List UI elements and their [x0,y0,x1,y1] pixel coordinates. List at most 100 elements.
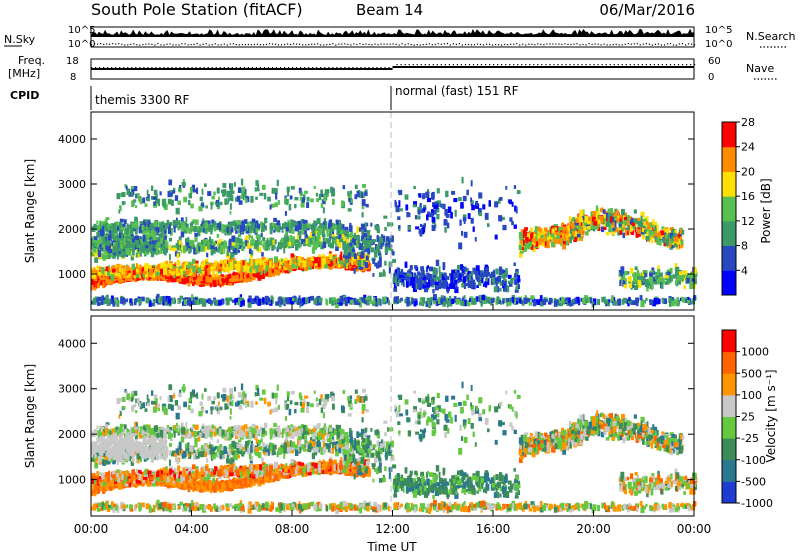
data-cell [337,298,340,303]
data-cell [306,196,310,202]
data-cell [349,222,352,229]
data-cell [187,274,192,280]
data-cell [119,267,121,272]
nave-dot [191,67,193,69]
nsearch-dot [359,43,361,45]
data-cell [232,277,236,282]
data-cell [443,299,447,304]
nave-dot [292,67,294,69]
data-cell [130,192,134,197]
data-cell [340,251,343,255]
data-cell [230,226,234,233]
data-cell [291,236,296,243]
nsearch-dot [537,43,539,45]
nave-dot [505,64,507,66]
data-cell [162,237,166,242]
nsearch-dot [320,44,322,46]
data-cell [158,233,161,240]
data-cell [146,189,149,196]
data-cell [276,220,280,226]
data-cell [301,197,305,203]
data-cell [325,299,329,306]
data-cell [247,266,251,274]
station-title: South Pole Station (fitACF) [91,0,303,19]
data-cell [92,235,96,243]
nsearch-dot [419,44,421,46]
data-cell [315,300,320,306]
data-cell [236,238,241,243]
data-cell [663,298,667,304]
data-cell [475,265,480,272]
data-cell [178,240,182,245]
data-cell [372,273,375,277]
data-cell [336,226,340,234]
data-cell [285,257,288,262]
nave-dot [227,67,229,69]
data-cell [361,199,366,206]
nsearch-dot [489,43,491,45]
data-cell [329,265,333,270]
data-cell [299,241,302,245]
data-cell [185,300,190,306]
data-cell [245,225,248,232]
nsearch-dot [133,43,135,45]
data-cell [430,296,433,302]
nave-dot [633,64,635,66]
data-cell [223,241,228,249]
data-cell [341,232,346,238]
nave-dot [468,64,471,66]
data-cell [289,235,292,242]
data-cell [258,234,261,240]
data-cell [326,228,330,232]
data-cell [224,275,228,280]
data-cell [286,191,290,197]
data-cell [94,257,99,263]
data-cell [123,237,126,244]
data-cell [263,241,266,247]
nsearch-dot [268,43,271,45]
data-cell [119,218,124,223]
data-cell [265,264,269,272]
data-cell [156,293,160,301]
data-cell [104,222,109,230]
data-cell [138,298,142,305]
data-cell [290,297,293,305]
data-cell [513,262,516,267]
data-cell [224,259,227,267]
nave-dot [215,67,217,69]
nsearch-dot [280,44,283,46]
data-cell [284,225,287,229]
data-cell [460,300,465,306]
data-cell [186,229,189,233]
nave-dot [400,64,402,66]
data-cell [124,269,128,276]
nave-dot [231,67,233,69]
nsearch-dot [615,43,617,45]
data-cell [154,244,157,248]
data-cell [288,225,292,231]
nsearch-tick-top: 10^5 [705,25,732,36]
data-cell [99,230,105,237]
data-cell [133,272,136,279]
nsearch-dot [573,43,575,45]
data-cell [200,203,205,208]
data-cell [302,298,305,303]
data-cell [370,222,373,227]
data-cell [111,229,114,236]
data-cell [105,227,110,232]
data-cell [283,261,288,267]
data-cell [124,232,127,239]
nave-dot [541,64,543,66]
nsearch-dot [247,43,249,46]
data-cell [426,272,430,280]
data-cell [350,256,353,261]
data-cell [209,226,213,232]
data-cell [297,240,300,247]
data-cell [91,285,94,290]
data-cell [236,220,241,226]
data-cell [264,269,269,276]
data-cell [250,239,254,246]
data-cell [95,225,99,231]
data-cell [210,262,214,267]
data-cell [98,296,102,302]
